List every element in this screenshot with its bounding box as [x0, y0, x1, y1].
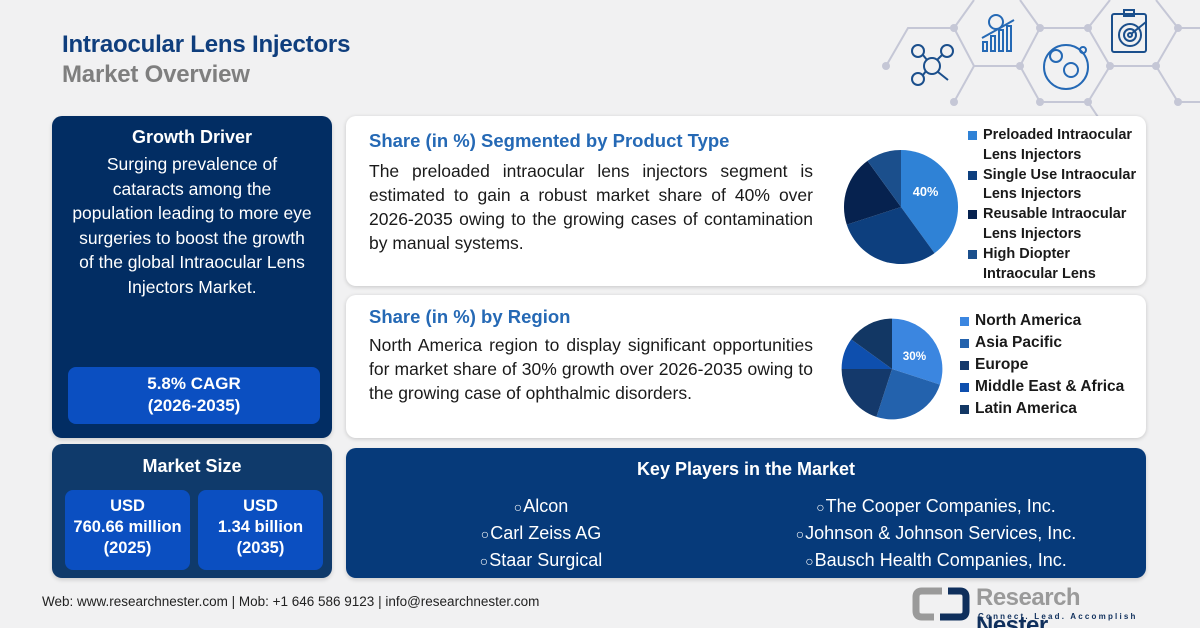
legend-swatch [968, 131, 977, 140]
hexagon-decoration [882, 0, 1200, 120]
value: 760.66 million [73, 518, 182, 536]
region-text: North America region to display signific… [369, 335, 813, 403]
product-type-legend: Preloaded Intraocular Lens Injectors Sin… [968, 126, 1143, 284]
player-item: ○Bausch Health Companies, Inc. [805, 550, 1067, 570]
title-line-2: Market Overview [62, 61, 250, 88]
market-size-2025: USD 760.66 million (2025) [65, 490, 190, 570]
legend-item: Single Use Intraocular Lens Injectors [968, 166, 1143, 206]
region-card: Share (in %) by Region North America reg… [346, 295, 1146, 438]
pie-slice-asia-pacific [876, 369, 940, 420]
player-item: ○Carl Zeiss AG [480, 523, 602, 543]
pie-label: 30% [903, 350, 927, 363]
legend-item: Middle East & Africa [960, 376, 1124, 398]
currency: USD [110, 497, 145, 515]
product-type-heading: Share (in %) Segmented by Product Type [369, 130, 730, 151]
legend-item: Latin America [960, 398, 1124, 420]
value: 1.34 billion [217, 518, 304, 536]
region-legend: North America Asia Pacific Europe Middle… [960, 310, 1124, 420]
product-type-card: Share (in %) Segmented by Product Type T… [346, 116, 1146, 286]
bullet-icon: ○ [479, 553, 489, 569]
bullet-icon: ○ [513, 499, 523, 515]
region-pie-chart: 30% [841, 318, 943, 420]
bullet-icon: ○ [805, 553, 814, 569]
product-type-text: The preloaded intraocular lens injectors… [369, 161, 813, 253]
market-size-2035: USD 1.34 billion (2035) [198, 490, 323, 570]
pie-label: 40% [913, 184, 939, 199]
year: (2025) [103, 539, 152, 557]
logo-tagline: Connect. Lead. Accomplish [978, 612, 1138, 621]
legend-item: Europe [960, 354, 1124, 376]
global-market-icon [1043, 44, 1089, 90]
legend-swatch [960, 317, 969, 326]
cagr-badge: 5.8% CAGR (2026-2035) [68, 367, 320, 424]
region-heading: Share (in %) by Region [369, 306, 571, 327]
player-item: ○Alcon [513, 496, 569, 516]
pie-slice-latin-america [851, 318, 892, 369]
legend-item: Preloaded Intraocular Lens Injectors [968, 126, 1143, 166]
legend-swatch [960, 339, 969, 348]
legend-swatch [968, 249, 977, 259]
logo-mark-icon [912, 587, 970, 621]
legend-swatch [960, 405, 969, 414]
pie-slice-mea [841, 339, 892, 369]
currency: USD [243, 497, 278, 515]
player-item: ○Johnson & Johnson Services, Inc. [795, 523, 1077, 543]
player-item: ○The Cooper Companies, Inc. [816, 496, 1056, 516]
cagr-period: (2026-2035) [147, 396, 241, 415]
growth-driver-heading: Growth Driver [131, 127, 253, 147]
pie-slice-reusable [843, 160, 901, 225]
research-nester-logo: Research Nester Connect. Lead. Accomplis… [912, 584, 1152, 628]
cagr-value: 5.8% CAGR [147, 374, 241, 393]
legend-swatch [960, 361, 969, 370]
pie-slice-preloaded [901, 149, 959, 254]
pie-slice-single-use [846, 207, 935, 265]
year: (2035) [236, 539, 285, 557]
pie-slice-europe [841, 369, 892, 417]
logo-name: Research Nester [976, 584, 1081, 628]
growth-driver-text: Surging prevalence of cataracts among th… [72, 154, 312, 297]
legend-item: Asia Pacific [960, 332, 1124, 354]
pie-slice-high-diopter [867, 149, 901, 207]
title-line-1: Intraocular Lens Injectors [62, 31, 351, 58]
legend-swatch [968, 210, 977, 220]
player-item: ○Staar Surgical [479, 550, 603, 570]
key-players-left-column: ○Alcon ○Carl Zeiss AG ○Staar Surgical [346, 493, 736, 574]
bullet-icon: ○ [795, 526, 805, 542]
product-type-pie-chart: 40% [843, 149, 959, 265]
growth-chart-icon [981, 14, 1015, 52]
bullet-icon: ○ [816, 499, 825, 515]
market-size-card: Market Size USD 760.66 million (2025) US… [52, 444, 332, 578]
footer-contact: Web: www.researchnester.com | Mob: +1 64… [42, 594, 540, 609]
legend-item: North America [960, 310, 1124, 332]
growth-driver-card: Growth Driver Surging prevalence of cata… [52, 116, 332, 438]
page-title: Intraocular Lens Injectors Market Overvi… [62, 30, 350, 90]
legend-item: Reusable Intraocular Lens Injectors [968, 205, 1143, 245]
market-size-heading: Market Size [142, 456, 242, 476]
legend-swatch [960, 383, 969, 392]
key-players-heading: Key Players in the Market [636, 459, 856, 479]
key-players-card: Key Players in the Market ○Alcon ○Carl Z… [346, 448, 1146, 578]
legend-item: High Diopter Intraocular Lens [968, 245, 1143, 285]
key-players-right-column: ○The Cooper Companies, Inc. ○Johnson & J… [736, 493, 1136, 574]
pie-slice-north-america [892, 318, 943, 385]
network-analytics-icon [911, 44, 954, 86]
target-clipboard-icon [1111, 9, 1147, 53]
bullet-icon: ○ [480, 526, 490, 542]
legend-swatch [968, 170, 977, 180]
